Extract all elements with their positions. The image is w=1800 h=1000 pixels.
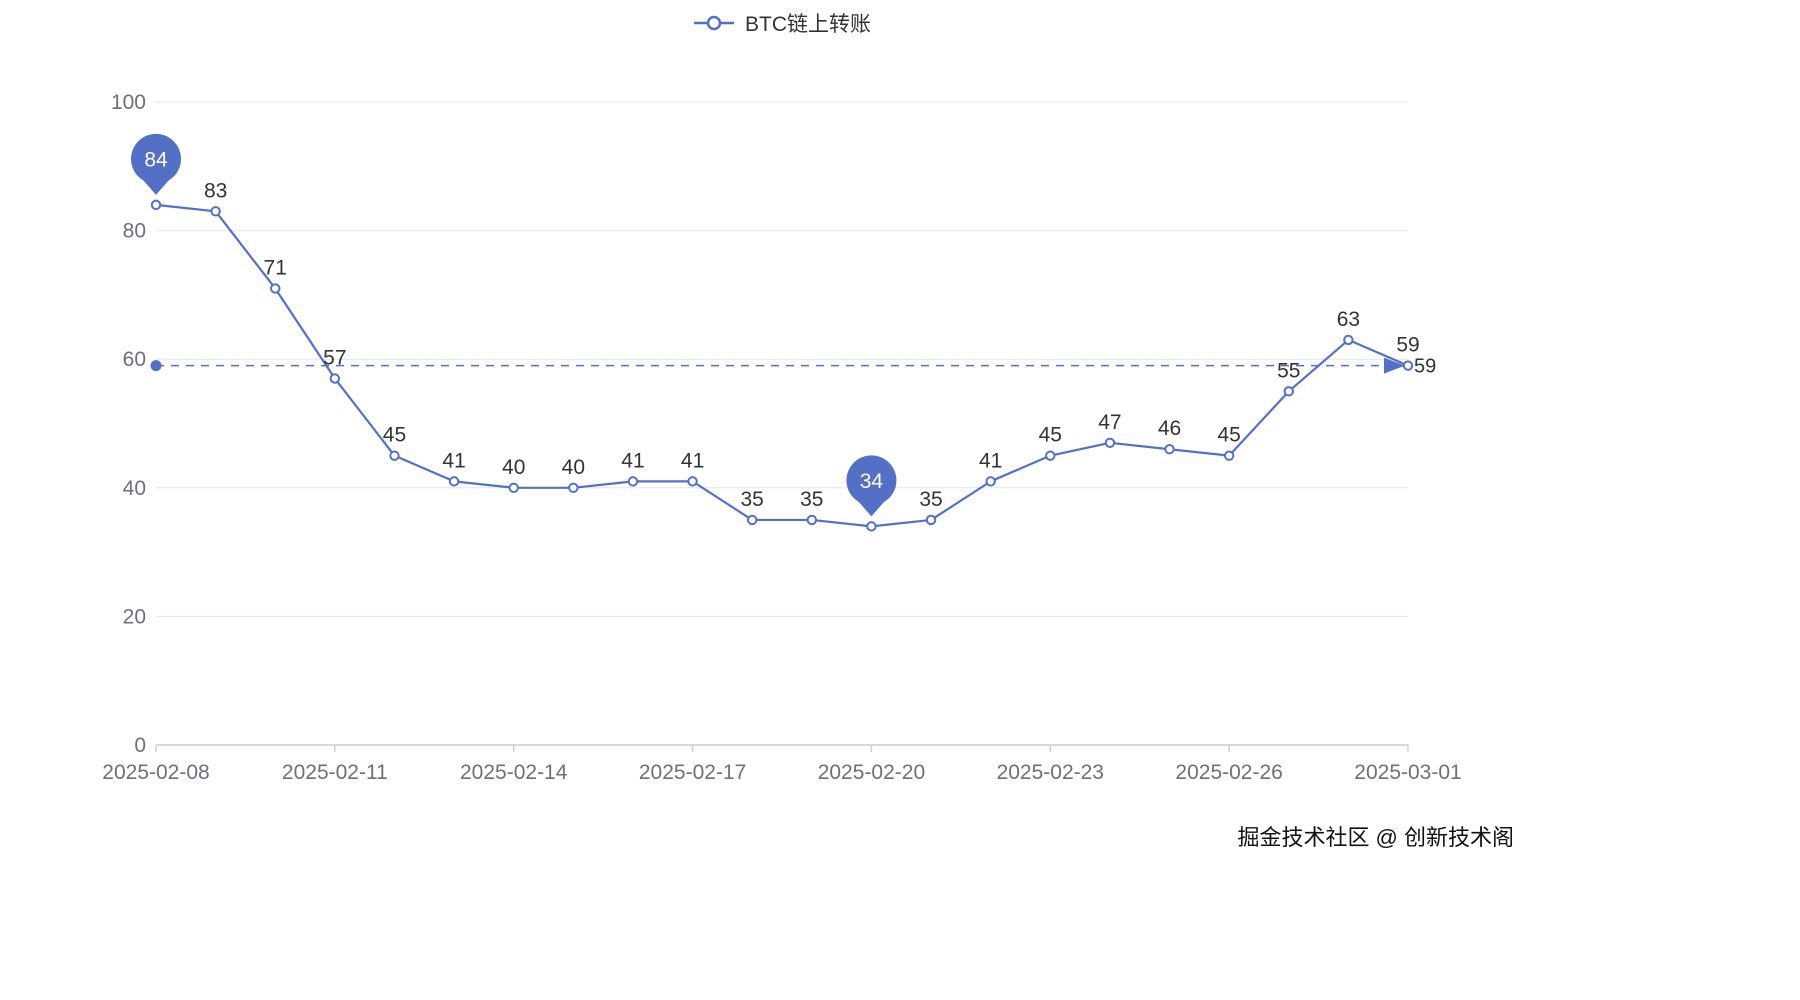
- data-point-label: 45: [1217, 424, 1240, 447]
- markline-start-dot: [150, 360, 162, 372]
- data-point-label: 41: [681, 449, 704, 472]
- legend-line-icon: [694, 15, 734, 31]
- data-point-label: 40: [502, 456, 525, 479]
- x-tick-label: 2025-02-14: [460, 761, 568, 784]
- data-point-label: 47: [1098, 411, 1121, 434]
- data-point[interactable]: [985, 476, 996, 487]
- data-point[interactable]: [210, 206, 221, 217]
- data-point[interactable]: [1223, 450, 1235, 461]
- data-point-label: 40: [562, 456, 585, 479]
- data-point[interactable]: [1402, 360, 1414, 371]
- data-point-label: 59: [1396, 334, 1419, 357]
- data-point-label: 57: [323, 346, 346, 369]
- y-tick-label: 100: [111, 91, 146, 114]
- min-markpoint-label: 34: [860, 470, 884, 493]
- data-point[interactable]: [389, 450, 400, 461]
- data-point-label: 41: [621, 449, 644, 472]
- data-point-label: 46: [1158, 417, 1181, 440]
- y-tick-label: 40: [123, 477, 146, 500]
- x-tick-label: 2025-02-23: [997, 761, 1104, 784]
- data-point[interactable]: [627, 476, 639, 487]
- x-tick-label: 2025-02-11: [282, 761, 388, 784]
- max-markpoint-bubble: [131, 133, 181, 184]
- y-tick-label: 60: [123, 348, 146, 371]
- x-tick-label: 2025-02-26: [1175, 761, 1282, 784]
- y-tick-label: 80: [123, 220, 146, 243]
- data-points: [150, 199, 1414, 532]
- y-tick-label: 0: [134, 734, 146, 757]
- data-point[interactable]: [568, 482, 579, 493]
- data-point[interactable]: [270, 283, 281, 294]
- data-point-label: 45: [383, 424, 406, 447]
- x-tick-label: 2025-02-20: [818, 761, 925, 784]
- x-tick-label: 2025-02-17: [639, 761, 746, 784]
- data-labels: 83 71 57 45 41 40 40 41 41 35 35 35 41 45 47 46 45 55 63 59: [204, 179, 1420, 511]
- max-markpoint-label: 84: [144, 148, 168, 171]
- data-point[interactable]: [329, 373, 341, 384]
- data-point-label: 41: [442, 449, 465, 472]
- x-tick-label: 2025-02-08: [102, 761, 209, 784]
- watermark: 掘金技术社区 @ 创新技术阁: [1237, 825, 1514, 850]
- series-line[interactable]: [154, 203, 1410, 528]
- x-axis: [155, 744, 1409, 752]
- markline: 59: [150, 356, 1436, 378]
- gridlines: [156, 101, 1408, 617]
- data-point-label: 55: [1277, 359, 1300, 382]
- max-markpoint: 84: [131, 133, 181, 195]
- x-tick-label: 2025-03-01: [1354, 761, 1461, 784]
- data-point-label: 63: [1337, 308, 1360, 331]
- min-markpoint-bubble: [846, 455, 897, 506]
- data-point-label: 41: [979, 449, 1002, 472]
- y-tick-label: 20: [123, 605, 146, 628]
- data-point[interactable]: [806, 514, 818, 526]
- data-point[interactable]: [508, 482, 519, 493]
- data-point-label: 35: [741, 488, 764, 511]
- data-point[interactable]: [150, 199, 162, 211]
- min-markpoint: 34: [846, 455, 897, 517]
- data-point[interactable]: [1343, 334, 1354, 346]
- markline-label: 59: [1414, 356, 1436, 378]
- markline-arrow: [1384, 357, 1405, 374]
- data-point[interactable]: [746, 514, 758, 526]
- data-point[interactable]: [687, 476, 698, 487]
- legend-item[interactable]: BTC链上转账: [693, 8, 871, 38]
- legend-label: BTC链上转账: [745, 13, 871, 36]
- data-point[interactable]: [448, 476, 460, 487]
- data-point-label: 45: [1039, 424, 1062, 447]
- data-point-label: 83: [204, 179, 227, 202]
- data-point[interactable]: [1104, 437, 1116, 448]
- data-point[interactable]: [866, 521, 877, 532]
- data-point[interactable]: [925, 514, 937, 526]
- data-point-label: 35: [800, 488, 823, 511]
- axis-labels: 0 20 40 60 80 100 2025-02-08 2025-02-11 2025-02-…: [102, 91, 1461, 784]
- data-point[interactable]: [1283, 386, 1294, 397]
- data-point-label: 35: [919, 488, 942, 511]
- data-point[interactable]: [1045, 450, 1056, 461]
- data-point[interactable]: [1164, 444, 1175, 455]
- data-point-label: 71: [264, 256, 287, 279]
